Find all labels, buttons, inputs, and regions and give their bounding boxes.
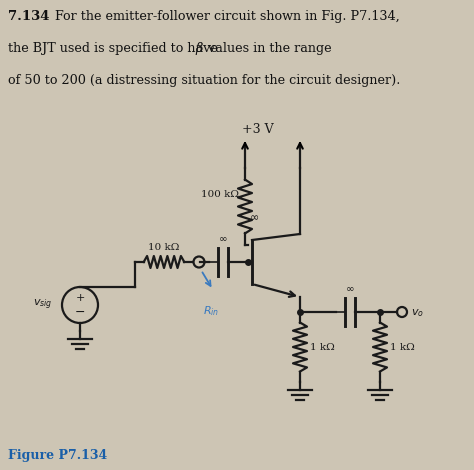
Text: $R_{in}$: $R_{in}$ [203,304,219,318]
Text: +: + [75,293,85,303]
Text: $v_o$: $v_o$ [411,307,424,319]
Text: Figure P7.134: Figure P7.134 [8,449,107,462]
Text: For the emitter-follower circuit shown in Fig. P7.134,: For the emitter-follower circuit shown i… [47,10,400,23]
Text: β: β [195,42,202,55]
Text: the BJT used is specified to have: the BJT used is specified to have [8,42,218,55]
Text: values in the range: values in the range [204,42,332,55]
Text: ∞: ∞ [250,213,259,224]
Text: 1 kΩ: 1 kΩ [310,343,335,352]
Text: 7.134: 7.134 [8,10,49,23]
Circle shape [193,257,204,267]
Text: 1 kΩ: 1 kΩ [390,343,415,352]
Text: ∞: ∞ [346,284,354,294]
Text: of 50 to 200 (a distressing situation for the circuit designer).: of 50 to 200 (a distressing situation fo… [8,74,401,87]
Text: ∞: ∞ [219,234,228,244]
Text: 10 kΩ: 10 kΩ [148,243,180,252]
Text: 100 kΩ: 100 kΩ [201,190,239,199]
Circle shape [397,307,407,317]
Text: $v_{sig}$: $v_{sig}$ [33,298,52,312]
Text: −: − [75,306,85,319]
Text: +3 V: +3 V [242,123,274,136]
